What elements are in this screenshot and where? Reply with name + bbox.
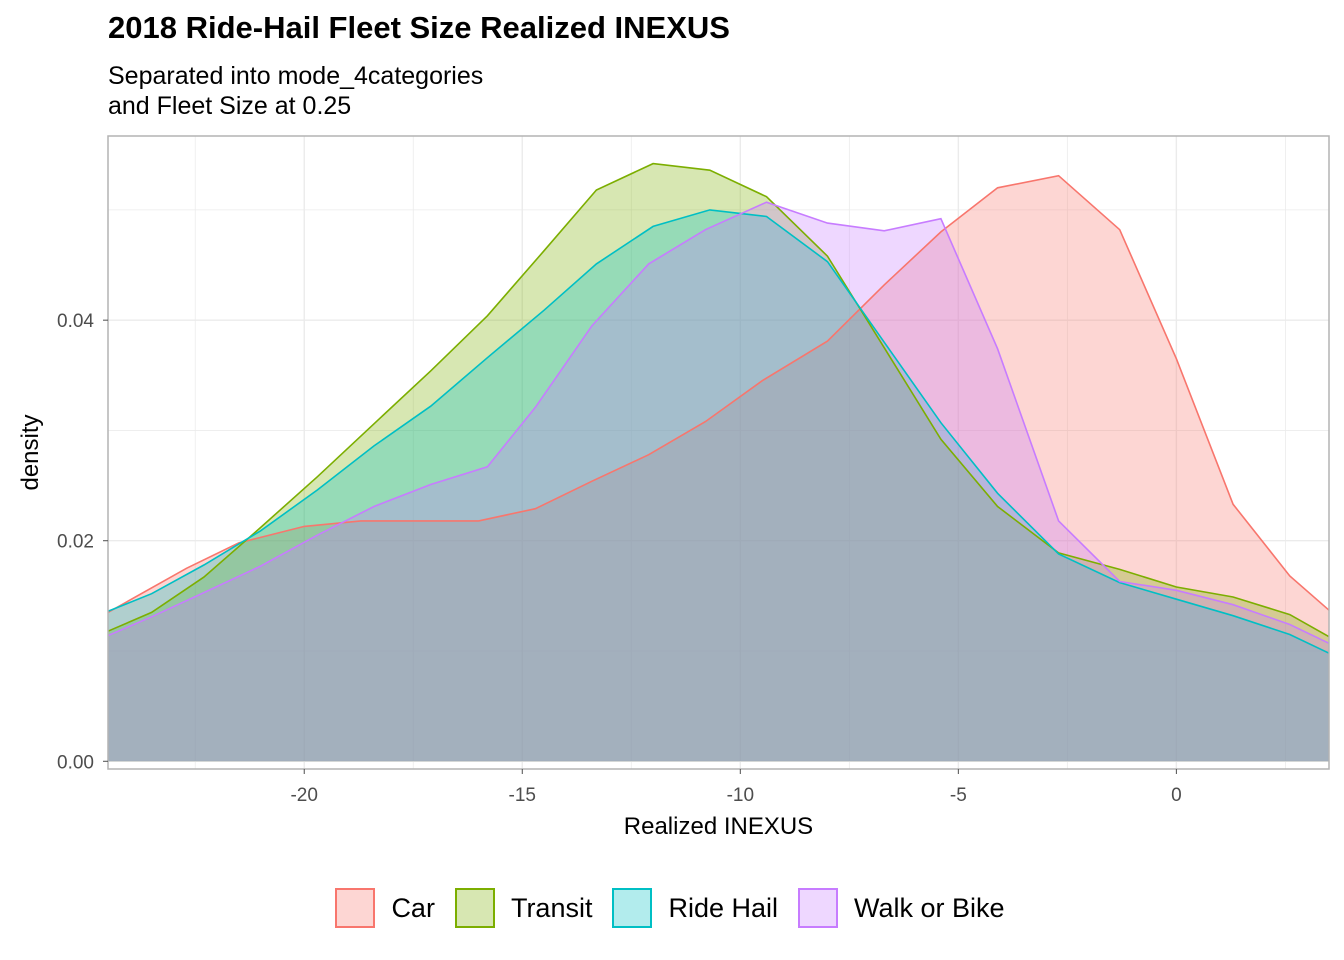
legend-key-transit: [454, 888, 495, 928]
legend-item-transit: Transit: [454, 888, 597, 928]
axis-ticks: -20 -15 -10 -5 0 0.00 0.02 0.04: [57, 311, 1182, 806]
grid-lines: [108, 136, 1329, 769]
chart-title: 2018 Ride-Hail Fleet Size Realized INEXU…: [108, 10, 730, 45]
legend-label-ride-hail: Ride Hail: [668, 892, 779, 923]
legend: Car Transit Ride Hail Walk or Bike: [0, 884, 1344, 932]
density-line-ride-hail: [107, 209, 1330, 654]
density-lines: [107, 162, 1330, 654]
density-line-transit: [107, 162, 1330, 638]
x-tick-label: 0: [1171, 785, 1182, 806]
x-tick-label: -5: [950, 785, 967, 806]
density-area-walk-or-bike: [108, 202, 1329, 762]
y-tick-label: 0.04: [57, 311, 94, 332]
legend-key-ride-hail: [612, 888, 653, 928]
density-line-walk-or-bike: [107, 201, 1330, 645]
panel-border: [107, 135, 1330, 770]
x-axis-title: Realized INEXUS: [624, 813, 813, 840]
chart-subtitle: Separated into mode_4categories and Flee…: [108, 61, 483, 121]
legend-item-car: Car: [335, 888, 439, 928]
density-area-ride-hail: [108, 209, 1329, 762]
legend-item-ride-hail: Ride Hail: [612, 888, 782, 928]
density-line-car: [107, 174, 1330, 614]
legend-label-walk-or-bike: Walk or Bike: [854, 892, 1005, 923]
density-area-transit: [108, 163, 1329, 762]
y-axis-title: density: [17, 414, 44, 490]
subtitle-line-1: Separated into mode_4categories: [108, 62, 484, 90]
legend-label-car: Car: [391, 892, 435, 923]
legend-item-walk-or-bike: Walk or Bike: [798, 888, 1009, 928]
legend-key-car: [335, 888, 376, 928]
y-tick-label: 0.02: [57, 532, 94, 553]
density-area-car: [108, 175, 1329, 762]
x-tick-label: -20: [290, 785, 317, 806]
legend-key-walk-or-bike: [798, 888, 839, 928]
density-areas: [108, 163, 1329, 762]
y-tick-label: 0.00: [57, 752, 94, 773]
legend-label-transit: Transit: [510, 892, 593, 923]
x-tick-label: -10: [727, 785, 754, 806]
subtitle-line-2: and Fleet Size at 0.25: [108, 92, 352, 120]
x-tick-label: -15: [509, 785, 536, 806]
